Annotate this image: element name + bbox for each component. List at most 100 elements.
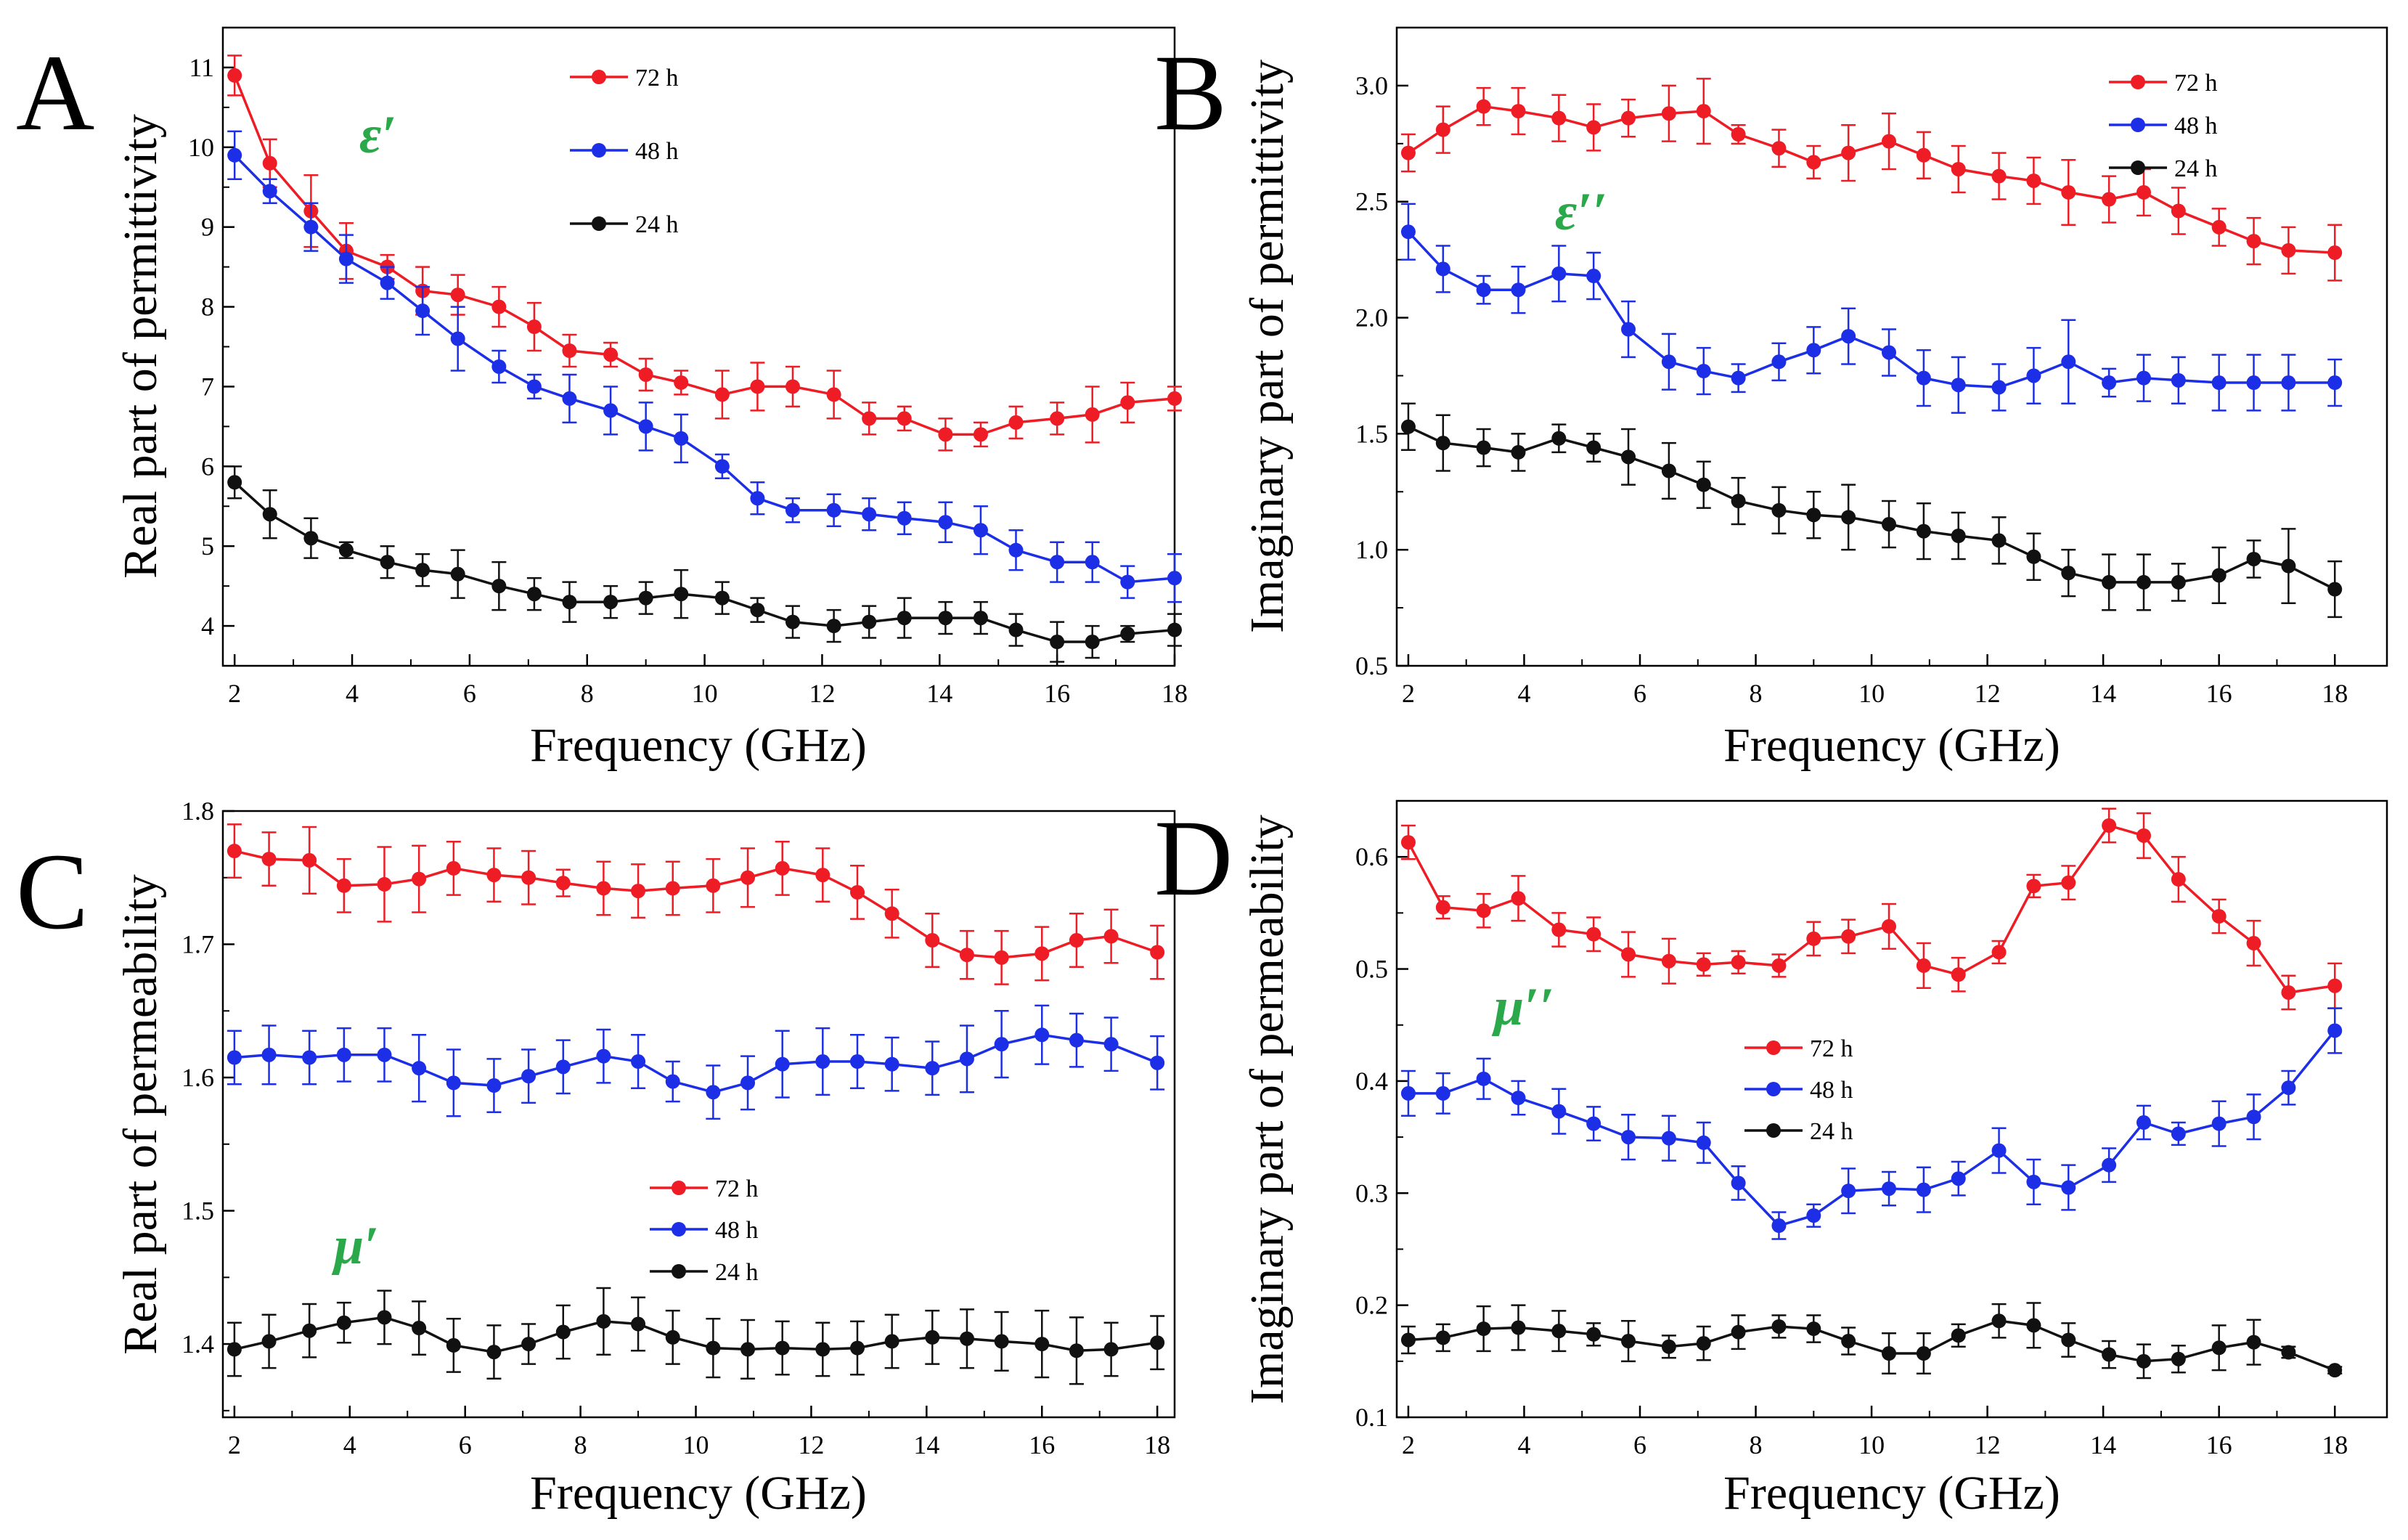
y-tick-label: 9 xyxy=(201,213,214,242)
data-point xyxy=(2102,192,2117,207)
data-point xyxy=(1771,958,1787,973)
data-point xyxy=(1882,1346,1897,1361)
series-24h xyxy=(1400,402,2343,619)
data-point xyxy=(994,1334,1009,1349)
data-point xyxy=(1731,494,1746,509)
data-point xyxy=(2327,1363,2343,1378)
data-point xyxy=(2281,985,2296,1000)
data-point xyxy=(603,595,619,610)
legend-label: 24 h xyxy=(715,1259,759,1286)
data-point xyxy=(562,595,577,610)
data-point xyxy=(862,411,877,426)
series-line xyxy=(234,1316,1158,1353)
legend-marker xyxy=(1766,1082,1781,1096)
legend-label: 24 h xyxy=(2174,155,2218,182)
data-point xyxy=(884,906,899,921)
y-tick-label: 1.7 xyxy=(181,930,214,959)
data-point xyxy=(450,566,465,582)
legend-label: 72 h xyxy=(635,65,679,91)
y-tick-label: 5 xyxy=(201,531,214,561)
legend-label: 24 h xyxy=(635,211,679,238)
data-point xyxy=(2061,875,2076,890)
data-point xyxy=(1841,145,1856,160)
plot-frame xyxy=(1395,26,2388,667)
data-point xyxy=(303,219,319,235)
data-point xyxy=(1435,1330,1450,1345)
data-point xyxy=(1511,1320,1526,1335)
data-point xyxy=(1085,555,1100,570)
data-point xyxy=(336,1315,351,1330)
data-point xyxy=(1621,1130,1636,1145)
data-point xyxy=(1951,161,1966,176)
data-point xyxy=(2171,1126,2186,1141)
data-point xyxy=(897,510,912,526)
x-tick-label: 18 xyxy=(2322,679,2348,708)
data-point xyxy=(380,275,395,290)
data-point xyxy=(775,860,790,876)
data-point xyxy=(959,1331,974,1346)
data-point xyxy=(377,1310,392,1325)
data-point xyxy=(2102,375,2117,391)
data-point xyxy=(446,860,461,876)
x-axis-title: Frequency (GHz) xyxy=(1723,1467,2060,1520)
data-point xyxy=(226,844,242,859)
data-point xyxy=(2246,1109,2261,1125)
data-point xyxy=(2102,1157,2117,1173)
chart-panel-c: 1.4 1.5 1.6 1.7 1.8 2 4 6 8 10 12 14 16 18 Frequency (… xyxy=(16,797,1176,1520)
data-point xyxy=(2246,936,2261,951)
legend-entry: 48 h xyxy=(570,138,679,165)
data-point xyxy=(555,1059,571,1075)
data-point xyxy=(1771,1218,1787,1234)
y-tick-label: 11 xyxy=(189,53,214,82)
data-point xyxy=(521,1069,536,1084)
legend-entry: 24 h xyxy=(2109,155,2218,182)
data-point xyxy=(1400,835,1416,850)
data-point xyxy=(486,1078,502,1093)
data-point xyxy=(1551,1324,1567,1339)
data-point xyxy=(973,523,988,538)
legend-entry: 72 h xyxy=(650,1176,759,1202)
data-point xyxy=(785,379,800,394)
data-point xyxy=(631,1054,646,1070)
data-point xyxy=(1034,1027,1050,1043)
data-point xyxy=(1916,523,1931,539)
data-point xyxy=(1400,419,1416,434)
x-tick-label: 8 xyxy=(581,679,594,708)
panel-letter: B xyxy=(1154,33,1227,153)
x-tick-label: 6 xyxy=(463,679,476,708)
data-point xyxy=(2281,558,2296,574)
legend-entry: 48 h xyxy=(1744,1077,1853,1104)
data-point xyxy=(1586,269,1601,284)
data-point xyxy=(1150,945,1165,960)
panel-letter: D xyxy=(1154,798,1233,918)
data-point xyxy=(2211,219,2227,235)
data-point xyxy=(1586,926,1601,942)
data-point xyxy=(380,555,395,570)
y-tick-label: 1.5 xyxy=(1355,419,1388,448)
data-point xyxy=(526,379,542,394)
data-point xyxy=(1008,415,1024,430)
data-point xyxy=(603,347,619,362)
data-point xyxy=(1103,929,1119,944)
data-point xyxy=(1167,622,1182,637)
data-point xyxy=(1991,533,2007,548)
data-point xyxy=(1696,364,1711,379)
y-tick-label: 6 xyxy=(201,452,214,481)
data-point xyxy=(415,563,430,578)
data-point xyxy=(674,587,689,602)
data-point xyxy=(1882,517,1897,532)
legend-entry: 72 h xyxy=(1744,1035,1853,1062)
data-point xyxy=(1400,224,1416,240)
data-point xyxy=(446,1337,461,1353)
data-point xyxy=(377,876,392,892)
data-point xyxy=(1069,1032,1084,1048)
legend-label: 24 h xyxy=(1810,1118,1853,1145)
data-point xyxy=(740,1342,756,1357)
data-point xyxy=(1511,444,1526,460)
data-point xyxy=(1806,1208,1821,1223)
data-point xyxy=(1771,1319,1787,1334)
data-point xyxy=(596,881,611,896)
data-point xyxy=(1476,1321,1491,1337)
data-point xyxy=(2246,234,2261,249)
data-point xyxy=(2026,1318,2041,1333)
